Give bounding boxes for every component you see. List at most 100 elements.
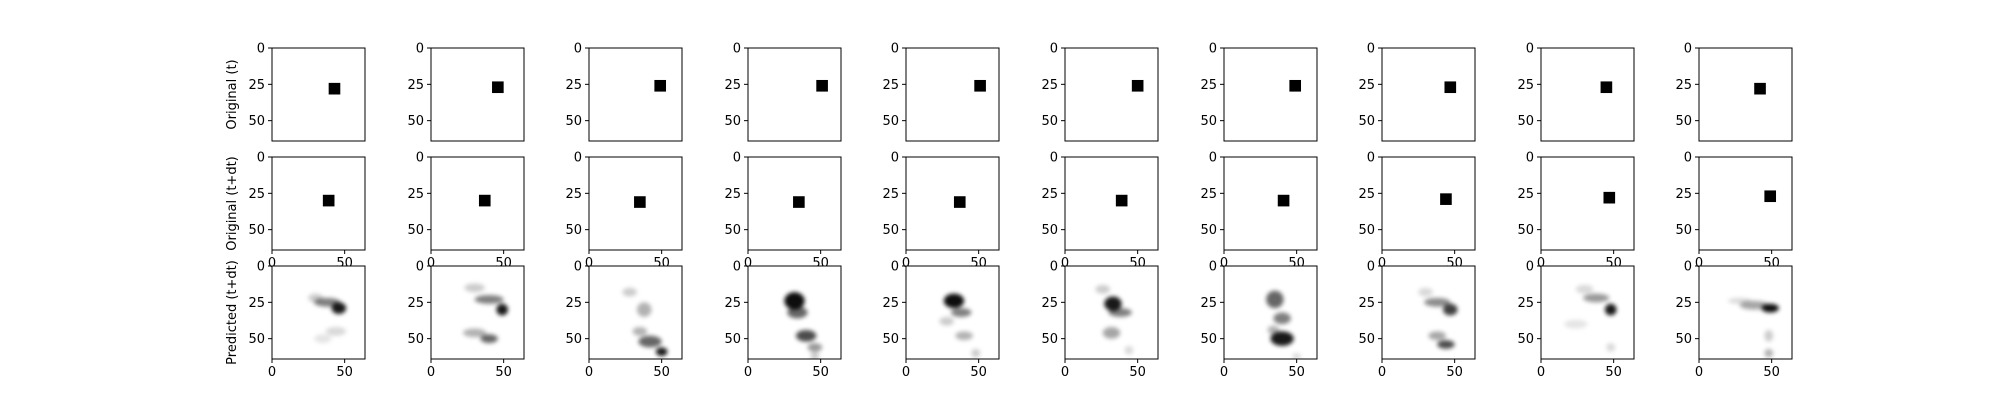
predicted-intensity-blob <box>1124 345 1134 355</box>
y-tick-label: 25 <box>882 296 899 311</box>
y-tick-label: 0 <box>733 42 741 57</box>
x-tick-label: 0 <box>902 256 910 271</box>
image-background <box>589 48 682 141</box>
predicted-intensity-blob <box>632 327 648 336</box>
y-tick-label: 50 <box>565 223 582 238</box>
predicted-intensity-blob <box>807 343 823 352</box>
y-tick-label: 50 <box>1675 114 1692 129</box>
predicted-intensity-blob <box>810 351 820 359</box>
image-background <box>1224 266 1317 359</box>
predicted-intensity-blob <box>462 328 487 338</box>
predicted-intensity-blob <box>1728 297 1752 304</box>
panel-r0-c6: 0 25 50 <box>1200 42 1318 142</box>
y-tick-label: 25 <box>248 78 265 93</box>
square-object <box>1440 193 1452 205</box>
image-background <box>1065 157 1158 250</box>
row-label: Original (t+dt) <box>225 156 240 251</box>
x-tick-label: 50 <box>1605 365 1622 380</box>
axes-frame <box>1064 265 1159 360</box>
y-tick-label: 25 <box>1041 187 1058 202</box>
axes-frame <box>1698 156 1793 251</box>
y-tick-label: 25 <box>1517 187 1534 202</box>
image-background <box>1065 48 1158 141</box>
x-tick-label: 0 <box>427 256 435 271</box>
y-tick-label: 25 <box>1358 296 1375 311</box>
y-tick-label: 0 <box>1367 151 1375 166</box>
square-object <box>328 82 341 95</box>
y-tick-label: 0 <box>733 151 741 166</box>
x-tick-label: 50 <box>812 365 829 380</box>
predicted-intensity-blob <box>496 303 509 316</box>
panel-r0-c7: 0 25 50 <box>1358 42 1476 142</box>
predicted-intensity-blob <box>1764 348 1774 358</box>
y-tick-label: 0 <box>1367 42 1375 57</box>
y-tick-label: 0 <box>891 151 899 166</box>
predicted-intensity-blob <box>1575 284 1594 294</box>
image-background <box>906 48 999 141</box>
y-tick-label: 50 <box>1358 114 1375 129</box>
y-tick-label: 50 <box>407 223 424 238</box>
predicted-intensity-blob <box>784 292 805 310</box>
y-tick-label: 0 <box>574 151 582 166</box>
x-tick-label: 50 <box>1129 365 1146 380</box>
predicted-intensity-blob <box>939 316 954 326</box>
predicted-intensity-blob <box>795 329 817 342</box>
y-tick-label: 0 <box>257 151 265 166</box>
y-tick-label: 50 <box>1517 114 1534 129</box>
image-background <box>1224 48 1317 141</box>
square-object <box>1603 191 1616 204</box>
y-tick-label: 25 <box>1675 296 1692 311</box>
image-background <box>1541 266 1634 359</box>
x-tick-label: 0 <box>1220 365 1228 380</box>
y-tick-label: 25 <box>248 187 265 202</box>
image-background <box>589 266 682 359</box>
x-tick-label: 0 <box>1378 256 1386 271</box>
y-tick-label: 50 <box>1358 223 1375 238</box>
square-object <box>1131 79 1144 92</box>
y-tick-label: 25 <box>882 78 899 93</box>
predicted-intensity-blob <box>474 295 504 304</box>
predicted-intensity-blob <box>971 348 981 358</box>
y-tick-label: 0 <box>1526 151 1534 166</box>
y-tick-label: 50 <box>407 332 424 347</box>
x-tick-label: 50 <box>1288 365 1305 380</box>
axes-frame <box>1540 47 1635 142</box>
y-tick-label: 0 <box>574 260 582 275</box>
x-tick-label: 0 <box>1061 256 1069 271</box>
y-tick-label: 25 <box>565 187 582 202</box>
y-tick-label: 50 <box>1200 223 1217 238</box>
row-label: Predicted (t+dt) <box>225 260 240 365</box>
predicted-intensity-blob <box>1443 303 1458 316</box>
y-tick-label: 50 <box>565 332 582 347</box>
image-background <box>272 157 365 250</box>
axes-frame <box>430 156 525 251</box>
y-tick-label: 50 <box>1041 114 1058 129</box>
panel-r2-c3: 0 25 50 0 50 <box>724 260 842 380</box>
x-tick-label: 0 <box>744 256 752 271</box>
panel-r0-c2: 0 25 50 <box>565 42 683 142</box>
x-tick-label: 50 <box>970 365 987 380</box>
y-tick-label: 25 <box>1517 296 1534 311</box>
axes-frame <box>1698 47 1793 142</box>
y-tick-label: 25 <box>1200 296 1217 311</box>
panel-r0-c9: 0 25 50 <box>1675 42 1793 142</box>
y-tick-label: 0 <box>1209 260 1217 275</box>
y-tick-label: 0 <box>891 260 899 275</box>
predicted-intensity-blob <box>951 308 972 317</box>
axes-frame <box>588 47 683 142</box>
square-object <box>1289 79 1302 92</box>
y-tick-label: 50 <box>1517 332 1534 347</box>
image-background <box>1699 266 1792 359</box>
square-object <box>634 196 646 208</box>
axes-frame <box>430 265 525 360</box>
axes-frame <box>588 156 683 251</box>
predicted-intensity-blob <box>1437 340 1455 349</box>
predicted-intensity-blob <box>638 335 662 348</box>
axes-frame <box>588 265 683 360</box>
predicted-intensity-blob <box>1606 343 1616 352</box>
y-tick-label: 0 <box>416 260 424 275</box>
